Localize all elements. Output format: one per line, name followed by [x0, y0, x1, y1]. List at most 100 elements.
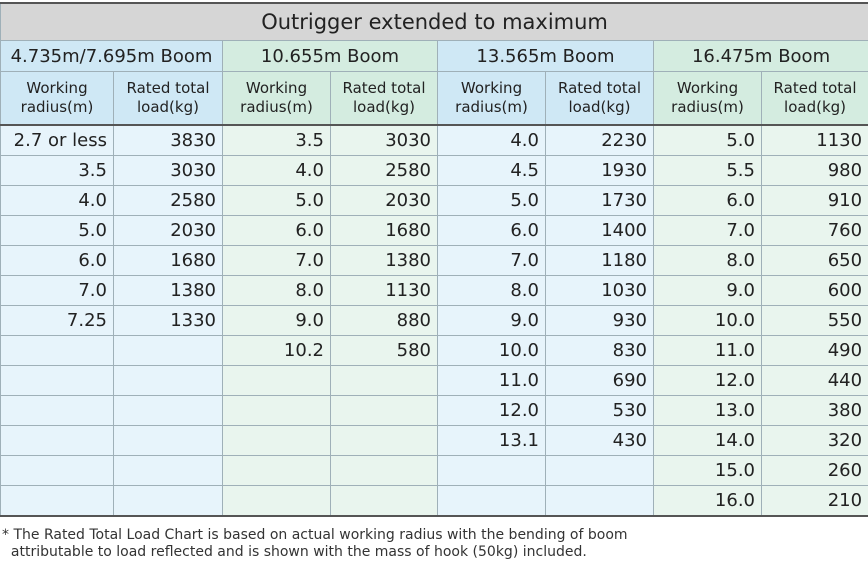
table-cell: 4.0: [0, 185, 114, 216]
table-cell: 430: [545, 425, 654, 456]
table-cell: 760: [760, 215, 868, 246]
empty-cell: [222, 455, 331, 486]
table-cell: 5.0: [437, 185, 546, 216]
table-cell: 1680: [113, 245, 223, 276]
column-header: Working radius(m): [437, 71, 546, 126]
table-cell: 1330: [113, 305, 223, 336]
empty-cell: [330, 395, 438, 426]
table-cell: 1130: [760, 124, 868, 156]
table-cell: 320: [760, 425, 868, 456]
table-cell: 5.5: [653, 155, 762, 186]
table-cell: 600: [760, 275, 868, 306]
data-row: 4.0 2580 5.0 2030 5.0 1730 6.0 910: [0, 185, 868, 216]
empty-cell: [330, 485, 438, 517]
table-cell: 7.0: [222, 245, 331, 276]
empty-cell: [222, 395, 331, 426]
table-cell: 6.0: [222, 215, 331, 246]
empty-cell: [330, 425, 438, 456]
table-cell: 1930: [545, 155, 654, 186]
table-cell: 1380: [113, 275, 223, 306]
group-header: 13.565m Boom: [437, 40, 654, 72]
table-cell: 2580: [330, 155, 438, 186]
table-cell: 9.0: [653, 275, 762, 306]
table-cell: 210: [760, 485, 868, 517]
data-row: 15.0 260: [0, 455, 868, 486]
empty-cell: [113, 485, 223, 517]
table-title: Outrigger extended to maximum: [0, 2, 868, 41]
empty-cell: [545, 455, 654, 486]
table-cell: 490: [760, 335, 868, 366]
empty-cell: [330, 365, 438, 396]
table-cell: 10.2: [222, 335, 331, 366]
table-cell: 5.0: [0, 215, 114, 246]
column-header: Rated total load(kg): [330, 71, 438, 126]
empty-cell: [0, 335, 114, 366]
table-cell: 3030: [330, 124, 438, 156]
empty-cell: [0, 395, 114, 426]
table-cell: 11.0: [653, 335, 762, 366]
table-cell: 14.0: [653, 425, 762, 456]
table-cell: 910: [760, 185, 868, 216]
table-cell: 10.0: [437, 335, 546, 366]
title-row: Outrigger extended to maximum: [0, 2, 868, 41]
table-cell: 7.0: [437, 245, 546, 276]
data-row: 11.0 690 12.0 440: [0, 365, 868, 396]
table-cell: 11.0: [437, 365, 546, 396]
table-cell: 1380: [330, 245, 438, 276]
empty-cell: [0, 455, 114, 486]
table-cell: 2030: [330, 185, 438, 216]
table-cell: 9.0: [437, 305, 546, 336]
data-row: 3.5 3030 4.0 2580 4.5 1930 5.5 980: [0, 155, 868, 186]
column-header: Working radius(m): [653, 71, 762, 126]
table-cell: 7.0: [0, 275, 114, 306]
data-row: 6.0 1680 7.0 1380 7.0 1180 8.0 650: [0, 245, 868, 276]
column-header: Working radius(m): [0, 71, 114, 126]
table-cell: 650: [760, 245, 868, 276]
table-cell: 1730: [545, 185, 654, 216]
group-header: 16.475m Boom: [652, 40, 868, 72]
table-cell: 12.0: [437, 395, 546, 426]
table-cell: 16.0: [653, 485, 762, 517]
table-cell: 6.0: [437, 215, 546, 246]
group-header: 10.655m Boom: [222, 40, 438, 72]
table-cell: 1400: [545, 215, 654, 246]
table-cell: 3.5: [222, 124, 331, 156]
empty-cell: [330, 455, 438, 486]
table-cell: 10.0: [653, 305, 762, 336]
table-cell: 3030: [113, 155, 223, 186]
table-cell: 980: [760, 155, 868, 186]
table-cell: 6.0: [653, 185, 762, 216]
column-header: Rated total load(kg): [545, 71, 654, 126]
table-cell: 1130: [330, 275, 438, 306]
group-row: 4.735m/7.695m Boom 10.655m Boom 13.565m Bo…: [0, 40, 868, 72]
table-cell: 2030: [113, 215, 223, 246]
table-cell: 1030: [545, 275, 654, 306]
empty-cell: [437, 455, 546, 486]
empty-cell: [0, 485, 114, 517]
table-cell: 7.25: [0, 305, 114, 336]
column-header: Rated total load(kg): [113, 71, 223, 126]
table-cell: 690: [545, 365, 654, 396]
empty-cell: [222, 425, 331, 456]
empty-cell: [113, 335, 223, 366]
table-cell: 5.0: [222, 185, 331, 216]
empty-cell: [113, 455, 223, 486]
table-cell: 530: [545, 395, 654, 426]
table-cell: 6.0: [0, 245, 114, 276]
table-cell: 3830: [113, 124, 223, 156]
table-cell: 2580: [113, 185, 223, 216]
empty-cell: [0, 425, 114, 456]
table-cell: 12.0: [653, 365, 762, 396]
table-cell: 1180: [545, 245, 654, 276]
data-row: 16.0 210: [0, 485, 868, 517]
table-cell: 1680: [330, 215, 438, 246]
table-cell: 260: [760, 455, 868, 486]
subheader-row: Working radius(m) Rated total load(kg) Wor…: [0, 71, 868, 126]
empty-cell: [113, 365, 223, 396]
empty-cell: [222, 485, 331, 517]
table-body: Outrigger extended to maximum 4.735m/7.6…: [0, 2, 868, 517]
empty-cell: [437, 485, 546, 517]
table-cell: 930: [545, 305, 654, 336]
table-cell: 15.0: [653, 455, 762, 486]
